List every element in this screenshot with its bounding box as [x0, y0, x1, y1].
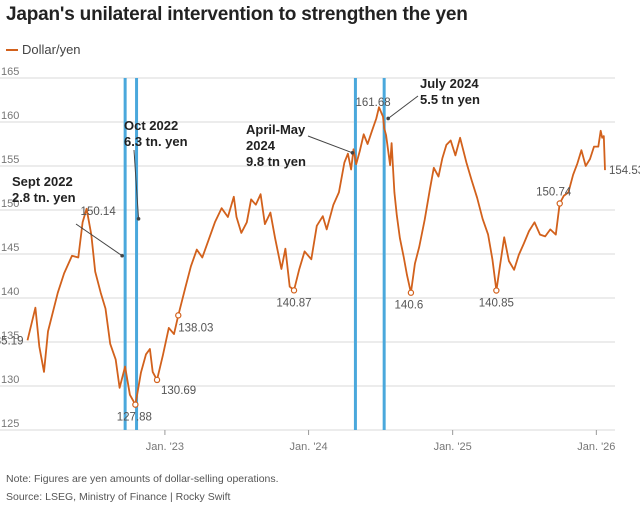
leader-line [75, 223, 123, 257]
annotation-label: 127.88 [117, 412, 152, 424]
annotation-label: 154.53 [609, 165, 640, 177]
leader-dot [136, 217, 141, 221]
annotation-label: 135.19 [0, 335, 24, 347]
legend: Dollar/yen [6, 42, 81, 57]
intervention-text: Sept 2022 [12, 174, 73, 189]
annotation-marker [407, 289, 415, 296]
intervention-text: July 2024 [420, 76, 479, 91]
leader-dot [350, 151, 355, 155]
annotation-label: 140.6 [395, 300, 424, 312]
annotation-label: 130.69 [161, 385, 196, 397]
leader-dot [386, 116, 390, 121]
annotation-marker [556, 200, 563, 207]
annotation-marker [132, 401, 139, 408]
intervention-text: Oct 2022 [124, 118, 178, 133]
intervention-text: 2.8 tn. yen [12, 190, 76, 205]
leader-line [387, 95, 419, 119]
chart-source: Source: LSEG, Ministry of Finance | Rock… [6, 491, 231, 503]
leader-dot [120, 253, 124, 258]
y-tick-label: 155 [1, 154, 19, 166]
annotation-marker [493, 287, 500, 294]
annotation-label: 138.03 [178, 322, 213, 334]
y-tick-label: 130 [1, 374, 19, 386]
intervention-text: April-May [246, 122, 306, 137]
x-tick-label: Jan. '26 [577, 441, 615, 453]
annotation-marker [175, 312, 182, 319]
leader-line [133, 149, 140, 219]
y-tick-label: 145 [1, 242, 19, 254]
line-chart: 125 130 135 140 145 150 155 160 165 Jan. '23 Jan. … [0, 66, 640, 453]
annotation-label: 161.68 [355, 97, 390, 109]
annotation-marker [153, 376, 161, 384]
series-line [26, 106, 606, 406]
y-tick-label: 135 [1, 330, 19, 342]
legend-label: Dollar/yen [22, 42, 81, 57]
intervention-text: 6.3 tn. yen [124, 134, 188, 149]
annotation-label: 150.74 [536, 186, 572, 198]
x-tick-label: Jan. '25 [434, 441, 472, 453]
intervention-text: 5.5 tn yen [420, 92, 480, 107]
x-tick-label: Jan. '23 [146, 441, 184, 453]
intervention-text: 9.8 tn yen [246, 154, 306, 169]
chart-note: Note: Figures are yen amounts of dollar-… [6, 473, 279, 485]
y-tick-label: 140 [1, 286, 19, 298]
y-tick-label: 160 [1, 110, 19, 122]
x-tick-label: Jan. '24 [289, 441, 327, 453]
annotation-marker [290, 287, 298, 294]
y-tick-label: 125 [1, 418, 19, 430]
intervention-text: 2024 [246, 138, 276, 153]
annotation-label: 140.87 [276, 297, 311, 309]
y-tick-label: 165 [1, 66, 19, 78]
annotation-label: 140.85 [479, 298, 514, 310]
chart-title: Japan's unilateral intervention to stren… [6, 4, 468, 25]
annotation-label: 150.14 [81, 206, 117, 218]
legend-swatch [6, 48, 18, 51]
leader-line [307, 135, 353, 154]
y-tick-label: 150 [1, 198, 19, 210]
